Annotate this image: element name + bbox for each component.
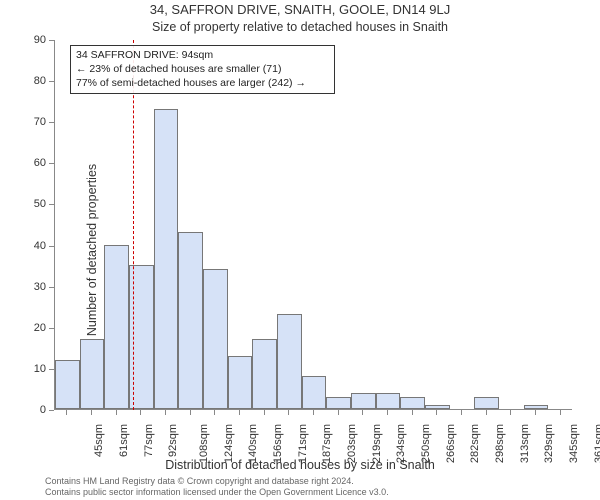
x-tick-label: 156sqm — [272, 424, 284, 463]
x-tick-label: 329sqm — [543, 424, 555, 463]
x-tick-label: 92sqm — [167, 424, 179, 457]
histogram-bar — [104, 245, 129, 409]
histogram-bar — [474, 397, 499, 409]
histogram-bar — [277, 314, 302, 409]
y-tick-label: 80 — [34, 75, 46, 87]
x-tick-label: 45sqm — [93, 424, 105, 457]
annotation-line3: 77% of semi-detached houses are larger (… — [76, 76, 329, 90]
footer-line2: Contains public sector information licen… — [45, 487, 389, 498]
x-tick-label: 124sqm — [223, 424, 235, 463]
x-tick-mark — [362, 410, 363, 415]
histogram-bar — [228, 356, 253, 409]
x-tick-label: 361sqm — [593, 424, 600, 463]
title-main: 34, SAFFRON DRIVE, SNAITH, GOOLE, DN14 9… — [0, 2, 600, 17]
x-tick-mark — [461, 410, 462, 415]
histogram-bar — [425, 405, 450, 409]
x-tick-mark — [338, 410, 339, 415]
x-tick-mark — [313, 410, 314, 415]
x-tick-label: 298sqm — [494, 424, 506, 463]
x-tick-mark — [264, 410, 265, 415]
y-tick-label: 0 — [40, 404, 46, 416]
y-tick-label: 60 — [34, 157, 46, 169]
x-tick-mark — [239, 410, 240, 415]
histogram-bar — [252, 339, 277, 409]
x-tick-mark — [91, 410, 92, 415]
y-tick-label: 10 — [34, 363, 46, 375]
y-tick-mark — [49, 40, 54, 41]
histogram-bar — [154, 109, 179, 409]
x-tick-mark — [66, 410, 67, 415]
y-tick-label: 30 — [34, 281, 46, 293]
x-tick-label: 345sqm — [568, 424, 580, 463]
reference-line — [133, 40, 134, 410]
y-tick-label: 90 — [34, 34, 46, 46]
histogram-bar — [55, 360, 80, 409]
y-tick-mark — [49, 204, 54, 205]
x-tick-mark — [214, 410, 215, 415]
x-tick-mark — [288, 410, 289, 415]
x-tick-mark — [412, 410, 413, 415]
annotation-box: 34 SAFFRON DRIVE: 94sqm ← 23% of detache… — [70, 45, 335, 94]
y-tick-label: 70 — [34, 116, 46, 128]
x-tick-label: 187sqm — [321, 424, 333, 463]
x-tick-mark — [436, 410, 437, 415]
x-tick-label: 282sqm — [469, 424, 481, 463]
x-tick-mark — [190, 410, 191, 415]
y-tick-mark — [49, 122, 54, 123]
y-tick-mark — [49, 369, 54, 370]
x-tick-label: 77sqm — [143, 424, 155, 457]
histogram-bar — [80, 339, 105, 409]
y-tick-mark — [49, 246, 54, 247]
x-tick-mark — [486, 410, 487, 415]
histogram-bar — [351, 393, 376, 409]
y-tick-mark — [49, 287, 54, 288]
x-tick-mark — [165, 410, 166, 415]
x-tick-label: 108sqm — [198, 424, 210, 463]
title-sub: Size of property relative to detached ho… — [0, 20, 600, 34]
x-tick-label: 61sqm — [118, 424, 130, 457]
x-tick-label: 250sqm — [420, 424, 432, 463]
x-tick-label: 313sqm — [519, 424, 531, 463]
histogram-bar — [400, 397, 425, 409]
annotation-line2: ← 23% of detached houses are smaller (71… — [76, 62, 329, 76]
y-tick-mark — [49, 163, 54, 164]
x-tick-mark — [560, 410, 561, 415]
x-tick-mark — [510, 410, 511, 415]
x-tick-mark — [535, 410, 536, 415]
y-tick-label: 20 — [34, 322, 46, 334]
histogram-bar — [376, 393, 401, 409]
x-tick-label: 203sqm — [346, 424, 358, 463]
y-tick-mark — [49, 81, 54, 82]
x-tick-label: 234sqm — [395, 424, 407, 463]
histogram-bar — [178, 232, 203, 409]
annotation-line1: 34 SAFFRON DRIVE: 94sqm — [76, 48, 329, 62]
x-tick-label: 266sqm — [445, 424, 457, 463]
x-tick-label: 219sqm — [371, 424, 383, 463]
histogram-bar — [326, 397, 351, 409]
histogram-bar — [203, 269, 228, 409]
y-tick-mark — [49, 410, 54, 411]
x-tick-label: 171sqm — [297, 424, 309, 463]
x-tick-mark — [387, 410, 388, 415]
y-tick-label: 50 — [34, 198, 46, 210]
y-tick-mark — [49, 328, 54, 329]
histogram-bar — [524, 405, 549, 409]
histogram-bar — [302, 376, 327, 409]
footer-line1: Contains HM Land Registry data © Crown c… — [45, 476, 389, 487]
x-tick-label: 140sqm — [247, 424, 259, 463]
footer: Contains HM Land Registry data © Crown c… — [45, 476, 389, 499]
plot-area — [54, 40, 572, 410]
y-tick-label: 40 — [34, 240, 46, 252]
x-tick-mark — [116, 410, 117, 415]
x-tick-mark — [140, 410, 141, 415]
